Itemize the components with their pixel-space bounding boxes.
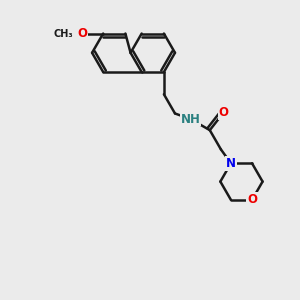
Text: O: O: [247, 194, 257, 206]
Text: N: N: [226, 157, 236, 170]
Text: O: O: [77, 27, 87, 40]
Text: CH₃: CH₃: [54, 28, 74, 38]
Text: O: O: [219, 106, 229, 119]
Text: NH: NH: [181, 112, 200, 125]
